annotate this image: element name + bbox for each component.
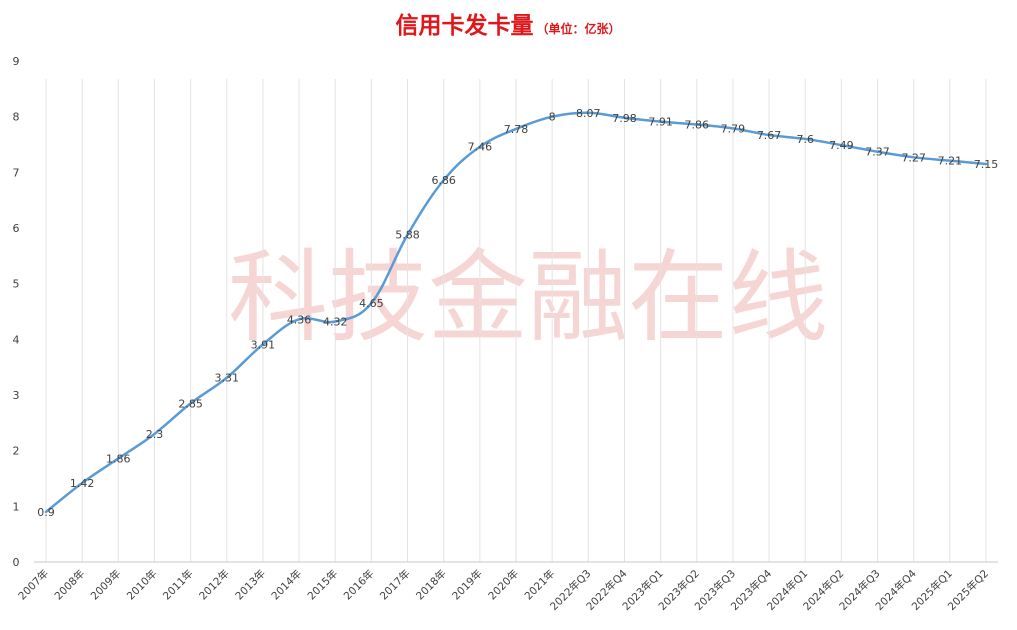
data-label: 7.6	[796, 133, 814, 146]
y-axis: 0 1 2 3 4 5 6 7 8 9	[13, 55, 20, 569]
y-tick-label: 4	[13, 333, 20, 346]
x-tick-label: 2007年	[16, 567, 52, 603]
y-tick-label: 1	[13, 500, 20, 513]
chart-title-main: 信用卡发卡量	[395, 12, 533, 39]
series-line	[44, 111, 988, 514]
data-label: 8	[549, 111, 556, 124]
data-label: 2.3	[146, 428, 164, 441]
data-label: 7.86	[685, 118, 710, 131]
x-tick-label: 2016年	[341, 567, 377, 603]
data-label: 7.15	[974, 158, 999, 171]
y-tick-label: 2	[13, 445, 20, 458]
chart-title-unit: （单位：亿张）	[536, 21, 620, 36]
x-tick-label: 2019年	[449, 567, 485, 603]
data-label: 4.36	[287, 313, 312, 326]
data-label: 7.98	[612, 112, 637, 125]
data-label: 7.49	[829, 139, 854, 152]
data-label: 7.78	[504, 123, 529, 136]
x-tick-label: 2018年	[413, 567, 449, 603]
data-labels: 0.9 1.42 1.86 2.3 2.85 3.31 3.91 4.36 4.32 4.65 5.…	[37, 107, 998, 519]
y-tick-label: 0	[13, 556, 20, 569]
data-label: 1.86	[106, 452, 131, 465]
data-label: 2.85	[178, 397, 203, 410]
y-tick-label: 6	[13, 222, 20, 235]
chart-title: 信用卡发卡量 （单位：亿张）	[395, 12, 620, 39]
x-tick-label: 2020年	[486, 567, 522, 603]
x-tick-label: 2011年	[160, 567, 196, 603]
x-tick-label: 2013年	[233, 567, 269, 603]
x-tick-label: 2012年	[196, 567, 232, 603]
data-label: 7.67	[757, 129, 782, 142]
watermark-text: 科技金融在线	[228, 239, 828, 356]
data-label: 7.27	[901, 151, 926, 164]
y-tick-label: 3	[13, 389, 20, 402]
gridlines	[45, 79, 987, 562]
y-tick-label: 5	[13, 278, 20, 291]
data-label: 4.32	[323, 316, 348, 329]
x-axis: 2007年 2008年 2009年 2010年 2011年 2012年 2013年 2014年…	[16, 567, 992, 613]
data-label: 8.07	[576, 107, 601, 120]
data-label: 7.21	[938, 155, 963, 168]
x-tick-label: 2014年	[269, 567, 305, 603]
x-tick-label: 2021年	[522, 567, 558, 603]
x-tick-label: 2015年	[305, 567, 341, 603]
y-tick-label: 7	[13, 166, 20, 179]
x-tick-label: 2009年	[88, 567, 124, 603]
data-label: 1.42	[70, 477, 95, 490]
data-label: 7.79	[721, 122, 746, 135]
x-tick-label: 2010年	[124, 567, 160, 603]
data-label: 3.91	[251, 338, 276, 351]
data-label: 4.65	[359, 297, 384, 310]
data-label: 5.88	[395, 229, 420, 242]
data-label: 7.37	[865, 146, 890, 159]
x-tick-label: 2017年	[377, 567, 413, 603]
y-tick-label: 9	[13, 55, 20, 68]
y-tick-label: 8	[13, 111, 20, 124]
data-label: 3.31	[215, 372, 240, 385]
data-label: 7.46	[468, 141, 493, 154]
data-label: 0.9	[37, 506, 55, 519]
x-tick-label: 2008年	[52, 567, 88, 603]
data-label: 7.91	[648, 116, 673, 129]
data-label: 6.86	[431, 174, 456, 187]
